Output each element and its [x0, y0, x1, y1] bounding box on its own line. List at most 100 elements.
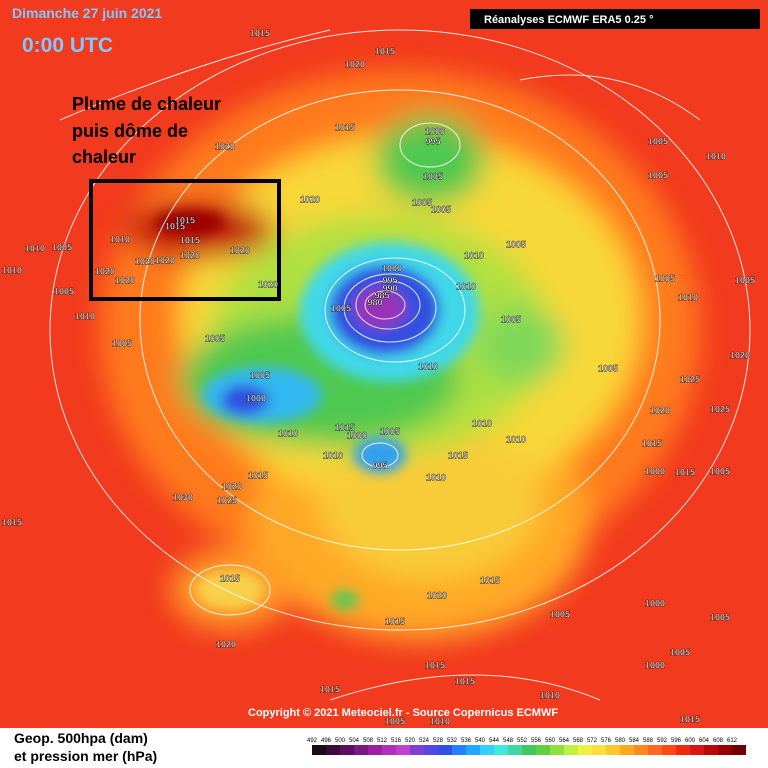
pressure-label: 1005	[550, 609, 570, 619]
pressure-label: 1010	[472, 418, 492, 428]
scale-label: 528	[433, 738, 444, 744]
scale-cell	[396, 745, 410, 755]
pressure-label: 1000	[246, 393, 266, 403]
scale-label: 560	[545, 738, 556, 744]
pressure-labels: 1015102010151015102010009951005100510051…	[2, 28, 755, 726]
pressure-label: 1005	[506, 239, 526, 249]
scale-cell	[410, 745, 424, 755]
pressure-label: 995	[425, 136, 440, 146]
pressure-label: 1000	[645, 466, 665, 476]
pressure-label: 1015	[320, 684, 340, 694]
pressure-label: 1020	[230, 245, 250, 255]
pressure-label: 1015	[455, 676, 475, 686]
pressure-label: 1010	[506, 434, 526, 444]
pressure-label: 1005	[670, 647, 690, 657]
pressure-label: 1005	[655, 273, 675, 283]
scale-cell	[312, 745, 326, 755]
pressure-label: 1010	[323, 450, 343, 460]
pressure-label: 1015	[385, 616, 405, 626]
pressure-label: 1000	[645, 660, 665, 670]
pressure-label: 1030	[173, 492, 193, 502]
pressure-label: 1020	[345, 59, 365, 69]
pressure-label: 1010	[75, 311, 95, 321]
scale-label: 568	[573, 738, 584, 744]
scale-label: 544	[489, 738, 500, 744]
pressure-label: 1005	[710, 466, 730, 476]
pressure-label: 1010	[2, 265, 22, 275]
scale-cell	[536, 745, 550, 755]
scale-label: 548	[503, 738, 514, 744]
scale-cell	[340, 745, 354, 755]
pressure-label: 995	[382, 275, 397, 285]
pressure-label: 1010	[464, 250, 484, 260]
pressure-label: 1020	[650, 405, 670, 415]
pressure-label: 1005	[501, 314, 521, 324]
source-badge: Réanalyses ECMWF ERA5 0.25 °	[484, 14, 653, 26]
pressure-label: 1020	[258, 279, 278, 289]
annotation: Plume de chaleur puis dôme de chaleur	[72, 94, 221, 167]
pressure-label: 1000	[382, 263, 402, 273]
pressure-label: 1015	[165, 221, 185, 231]
pressure-label: 1005	[331, 303, 351, 313]
pressure-label: 1010	[430, 716, 450, 726]
scale-label: 596	[671, 738, 682, 744]
scale-cell	[466, 745, 480, 755]
legend-title: Geop. 500hpa (dam)	[14, 730, 148, 746]
pressure-label: 980	[367, 297, 382, 307]
pressure-label: 1015	[642, 438, 662, 448]
scale-cell	[564, 745, 578, 755]
pressure-label: 1000	[645, 598, 665, 608]
scale-label: 572	[587, 738, 598, 744]
annotation-line: Plume de chaleur	[72, 94, 221, 114]
scale-label: 580	[615, 738, 626, 744]
legend-title: et pression mer (hPa)	[14, 748, 157, 764]
pressure-label: 1015	[335, 422, 355, 432]
pressure-label: 1015	[180, 235, 200, 245]
scale-cell	[424, 745, 438, 755]
pressure-label: 1020	[115, 275, 135, 285]
annotation-line: chaleur	[72, 147, 136, 167]
pressure-label: 1015	[675, 467, 695, 477]
pressure-label: 1025	[217, 495, 237, 505]
pressure-label: 1015	[175, 215, 195, 225]
scale-cell	[648, 745, 662, 755]
pressure-label: 1015	[480, 575, 500, 585]
color-scale: 492 496 500 504 508 512 516 520 524 528 532 536 540 5…	[307, 738, 746, 755]
pressure-label: 1020	[216, 639, 236, 649]
scale-label: 504	[349, 738, 360, 744]
scale-label: 500	[335, 738, 346, 744]
pressure-label: 1025	[710, 404, 730, 414]
scale-cell	[718, 745, 732, 755]
pressure-label: 1005	[54, 286, 74, 296]
pressure-label: 1005	[205, 333, 225, 343]
pressure-label: 985	[374, 290, 389, 300]
pressure-label: 1010	[25, 243, 45, 253]
scale-cell	[438, 745, 452, 755]
pressure-label: 1020	[300, 194, 320, 204]
pressure-label: 1005	[423, 171, 443, 181]
scale-cell	[494, 745, 508, 755]
pressure-label: 990	[382, 283, 397, 293]
pressure-label: 1020	[155, 255, 175, 265]
scale-cell	[354, 745, 368, 755]
highlight-box	[89, 179, 281, 301]
pressure-label: 1015	[248, 470, 268, 480]
annotation-line: puis dôme de	[72, 121, 188, 141]
scale-label: 604	[699, 738, 710, 744]
scale-cell	[676, 745, 690, 755]
pressure-label: 1015	[250, 28, 270, 38]
scale-label: 516	[391, 738, 402, 744]
pressure-label: 1015	[220, 573, 240, 583]
pressure-label: 1010	[540, 690, 560, 700]
pressure-label: 1005	[250, 370, 270, 380]
copyright: Copyright © 2021 Meteociel.fr - Source C…	[248, 707, 558, 719]
pressure-label: 1015	[335, 122, 355, 132]
scale-label: 540	[475, 738, 486, 744]
pressure-label: 1005	[648, 136, 668, 146]
scale-cell	[592, 745, 606, 755]
scale-cell	[382, 745, 396, 755]
pressure-label: 1005	[735, 275, 755, 285]
scale-label: 564	[559, 738, 570, 744]
pressure-label: 1020	[135, 256, 155, 266]
